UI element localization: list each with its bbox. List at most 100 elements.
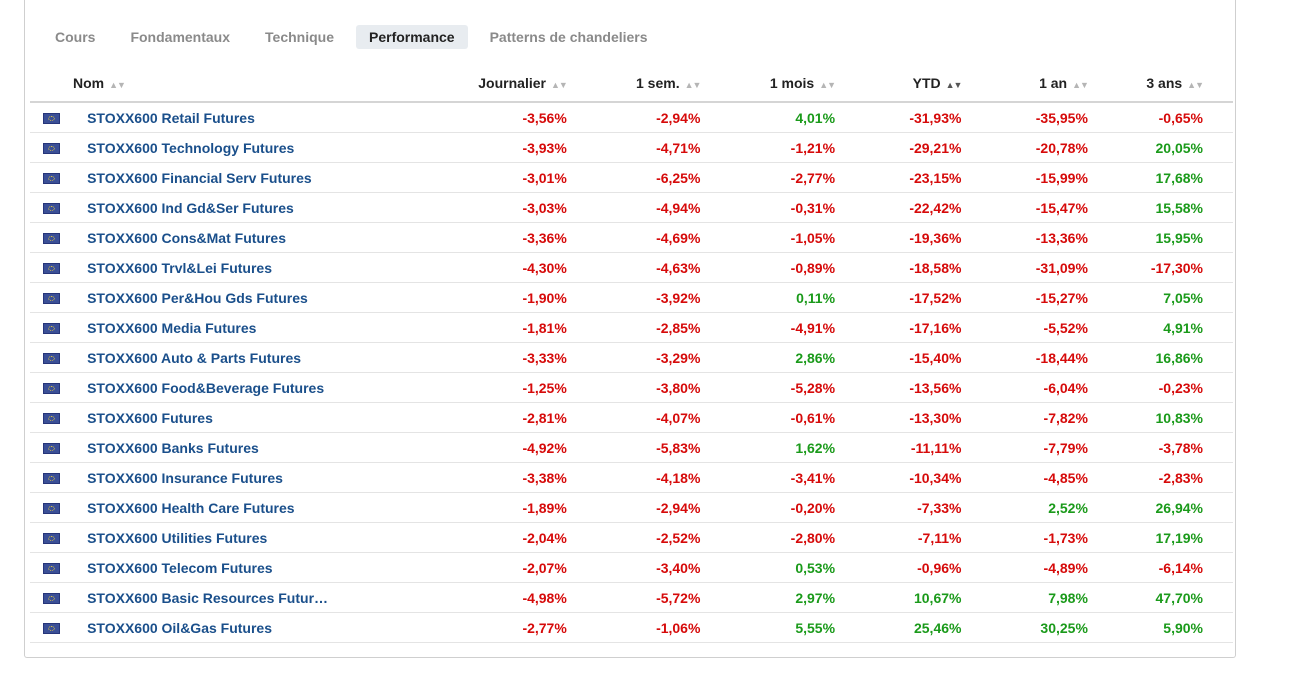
table-row: STOXX600 Per&Hou Gds Futures -1,90% -3,92%… — [30, 282, 1233, 313]
cell-month: -0,61% — [730, 402, 866, 433]
column-header-1-sem[interactable]: 1 sem. ▲▼ — [596, 65, 731, 103]
cell-ytd: 10,67% — [865, 582, 992, 613]
table-row: STOXX600 Technology Futures -3,93% -4,71% -… — [30, 132, 1233, 163]
cell-month: -2,77% — [730, 162, 866, 193]
instrument-name-link[interactable]: STOXX600 Telecom Futures — [87, 559, 273, 576]
instrument-name-link[interactable]: STOXX600 Futures — [87, 409, 213, 426]
eu-flag-icon — [43, 563, 60, 575]
table-row: STOXX600 Cons&Mat Futures -3,36% -4,69% -1,… — [30, 222, 1233, 253]
cell-ytd: -7,33% — [865, 492, 992, 523]
cell-month: -2,80% — [730, 522, 866, 553]
cell-week: -4,71% — [596, 132, 731, 163]
cell-month: -0,20% — [730, 492, 866, 523]
instrument-name-link[interactable]: STOXX600 Technology Futures — [87, 139, 295, 156]
cell-week: -3,40% — [596, 552, 731, 583]
cell-three-years: 15,95% — [1117, 222, 1233, 253]
cell-month: -4,91% — [730, 312, 866, 343]
eu-flag-icon — [43, 413, 60, 425]
cell-week: -4,94% — [596, 192, 731, 223]
sort-icon: ▲▼ — [1072, 80, 1089, 90]
eu-flag-icon — [43, 143, 60, 155]
cell-month: 0,11% — [730, 282, 866, 313]
cell-year: -1,73% — [991, 522, 1118, 553]
cell-year: -4,89% — [991, 552, 1118, 583]
performance-table: Nom ▲▼ Journalier ▲▼ 1 sem. ▲▼ 1 mois ▲▼ YTD… — [30, 65, 1233, 643]
cell-daily: -3,93% — [447, 132, 597, 163]
column-header-1-an[interactable]: 1 an ▲▼ — [991, 65, 1118, 103]
cell-month: -5,28% — [730, 372, 866, 403]
cell-ytd: -13,56% — [865, 372, 992, 403]
instrument-name-link[interactable]: STOXX600 Food&Beverage Futures — [87, 379, 325, 396]
instrument-name-link[interactable]: STOXX600 Cons&Mat Futures — [87, 229, 286, 246]
instrument-name-link[interactable]: STOXX600 Retail Futures — [87, 109, 255, 126]
performance-panel: Cours Fondamentaux Technique Performance… — [24, 0, 1236, 658]
cell-daily: -3,38% — [447, 462, 597, 493]
cell-month: -3,41% — [730, 462, 866, 493]
cell-year: -18,44% — [991, 342, 1118, 373]
table-header-row: Nom ▲▼ Journalier ▲▼ 1 sem. ▲▼ 1 mois ▲▼ YTD… — [30, 65, 1233, 103]
column-header-nom[interactable]: Nom ▲▼ — [30, 65, 448, 103]
cell-year: -4,85% — [991, 462, 1118, 493]
cell-daily: -2,07% — [447, 552, 597, 583]
cell-three-years: 15,58% — [1117, 192, 1233, 223]
instrument-name-link[interactable]: STOXX600 Financial Serv Futures — [87, 169, 312, 186]
cell-month: 5,55% — [730, 612, 866, 643]
instrument-name-link[interactable]: STOXX600 Banks Futures — [87, 439, 259, 456]
table-row: STOXX600 Basic Resources Futur… -4,98% -5,… — [30, 582, 1233, 613]
eu-flag-icon — [43, 113, 60, 125]
instrument-name-link[interactable]: STOXX600 Insurance Futures — [87, 469, 283, 486]
table-row: STOXX600 Trvl&Lei Futures -4,30% -4,63% -0,… — [30, 252, 1233, 283]
table-row: STOXX600 Media Futures -1,81% -2,85% -4,91%… — [30, 312, 1233, 343]
cell-month: 0,53% — [730, 552, 866, 583]
eu-flag-icon — [43, 383, 60, 395]
instrument-name-link[interactable]: STOXX600 Oil&Gas Futures — [87, 619, 272, 636]
cell-ytd: -29,21% — [865, 132, 992, 163]
cell-three-years: -0,65% — [1117, 102, 1233, 133]
instrument-name-link[interactable]: STOXX600 Health Care Futures — [87, 499, 295, 516]
cell-ytd: -7,11% — [865, 522, 992, 553]
cell-daily: -3,36% — [447, 222, 597, 253]
cell-daily: -4,92% — [447, 432, 597, 463]
cell-three-years: -6,14% — [1117, 552, 1233, 583]
table-row: STOXX600 Financial Serv Futures -3,01% -6,… — [30, 162, 1233, 193]
tab-technique[interactable]: Technique — [265, 29, 334, 45]
cell-week: -2,94% — [596, 492, 731, 523]
column-header-journalier[interactable]: Journalier ▲▼ — [447, 65, 597, 103]
instrument-name-link[interactable]: STOXX600 Per&Hou Gds Futures — [87, 289, 308, 306]
instrument-name-link[interactable]: STOXX600 Basic Resources Futur… — [87, 589, 329, 606]
cell-week: -2,85% — [596, 312, 731, 343]
cell-month: 1,62% — [730, 432, 866, 463]
cell-year: -6,04% — [991, 372, 1118, 403]
cell-daily: -3,01% — [447, 162, 597, 193]
cell-month: 2,86% — [730, 342, 866, 373]
tab-performance[interactable]: Performance — [356, 25, 468, 49]
instrument-name-link[interactable]: STOXX600 Auto & Parts Futures — [87, 349, 302, 366]
column-header-1-mois[interactable]: 1 mois ▲▼ — [730, 65, 866, 103]
cell-month: 2,97% — [730, 582, 866, 613]
instrument-name-link[interactable]: STOXX600 Ind Gd&Ser Futures — [87, 199, 294, 216]
cell-daily: -3,33% — [447, 342, 597, 373]
table-row: STOXX600 Ind Gd&Ser Futures -3,03% -4,94% -… — [30, 192, 1233, 223]
eu-flag-icon — [43, 623, 60, 635]
tab-patterns-de-chandeliers[interactable]: Patterns de chandeliers — [489, 29, 648, 45]
cell-week: -5,83% — [596, 432, 731, 463]
cell-daily: -2,81% — [447, 402, 597, 433]
cell-year: -5,52% — [991, 312, 1118, 343]
cell-daily: -1,89% — [447, 492, 597, 523]
instrument-name-link[interactable]: STOXX600 Trvl&Lei Futures — [87, 259, 272, 276]
table-row: STOXX600 Utilities Futures -2,04% -2,52% -2… — [30, 522, 1233, 553]
eu-flag-icon — [43, 203, 60, 215]
cell-three-years: 26,94% — [1117, 492, 1233, 523]
cell-year: -15,99% — [991, 162, 1118, 193]
column-header-3-ans[interactable]: 3 ans ▲▼ — [1117, 65, 1233, 103]
instrument-name-link[interactable]: STOXX600 Media Futures — [87, 319, 257, 336]
cell-three-years: 20,05% — [1117, 132, 1233, 163]
tab-fondamentaux[interactable]: Fondamentaux — [130, 29, 231, 45]
cell-week: -6,25% — [596, 162, 731, 193]
eu-flag-icon — [43, 173, 60, 185]
cell-three-years: -0,23% — [1117, 372, 1233, 403]
column-header-ytd[interactable]: YTD ▲▼ — [865, 65, 992, 103]
instrument-name-link[interactable]: STOXX600 Utilities Futures — [87, 529, 268, 546]
tab-cours[interactable]: Cours — [55, 29, 96, 45]
cell-year: -13,36% — [991, 222, 1118, 253]
